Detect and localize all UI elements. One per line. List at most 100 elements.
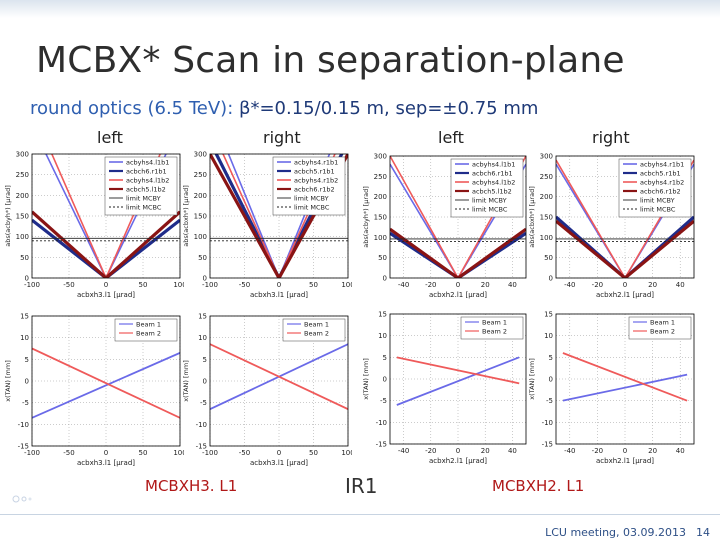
legend-entry: acbch6.r1b2	[294, 186, 335, 194]
legend-entry: Beam 1	[650, 319, 675, 327]
y-tick-label: 5	[203, 356, 207, 364]
series-line-beam-1	[396, 356, 520, 406]
y-tick-label: 5	[25, 356, 29, 364]
legend-entry: acbch5.l1b2	[126, 186, 166, 194]
x-tick-label: 20	[648, 447, 657, 455]
y-tick-label: 250	[374, 173, 387, 181]
legend-entry: acbyhs4.l1b1	[126, 159, 169, 167]
side-label-right-1: right	[263, 128, 301, 147]
legend-entry: acbyhs4.l1b2	[126, 177, 169, 185]
y-tick-label: 0	[203, 378, 207, 386]
x-tick-label: 0	[623, 281, 627, 289]
y-tick-label: 300	[540, 153, 553, 161]
magnet-label-mcbxh3: MCBXH3. L1	[145, 477, 238, 495]
x-tick-label: -100	[202, 281, 218, 289]
series-line-acbch5-l1b2	[32, 210, 180, 278]
x-tick-label: 40	[676, 281, 685, 289]
series-line-beam-1	[562, 373, 688, 402]
x-tick-label: -40	[398, 281, 409, 289]
y-axis-label: abs(acbyh*) [µrad]	[4, 185, 12, 247]
y-tick-label: -15	[376, 441, 387, 449]
top-banner	[0, 0, 720, 18]
legend-box	[618, 158, 692, 218]
plot-frame	[31, 153, 181, 279]
x-tick-label: 20	[648, 281, 657, 289]
y-axis-label: abs(acbxh*) [µrad]	[528, 186, 536, 248]
series-line-acbch6-r1b2	[556, 219, 694, 278]
y-tick-label: -10	[542, 419, 553, 427]
plot-frame	[555, 155, 695, 279]
plot-frame	[389, 155, 527, 279]
x-tick-label: 0	[104, 449, 108, 457]
legend-entry: acbyhs4.r1b2	[640, 179, 684, 187]
x-axis-label: acbxh3.l1 [µrad]	[250, 459, 308, 467]
x-tick-label: 50	[309, 281, 318, 289]
footer: LCU meeting, 03.09.2013 14	[535, 526, 710, 539]
y-axis-label: abs(acbxh*) [µrad]	[182, 185, 190, 247]
y-tick-label: 150	[16, 213, 29, 221]
legend-entry: acbyhs4.r1b2	[294, 177, 338, 185]
x-tick-label: 100	[341, 449, 352, 457]
ir-label: IR1	[345, 474, 378, 498]
y-axis-label: x(TAN) [mm]	[362, 358, 370, 400]
y-tick-label: 100	[194, 233, 207, 241]
y-tick-label: -10	[18, 421, 29, 429]
y-tick-label: 10	[198, 334, 207, 342]
series-line-acbch6-r1b1	[390, 231, 526, 278]
legend-entry: acbch6.r1b2	[640, 188, 681, 196]
y-axis-label: abs(acbyh*) [µrad]	[362, 186, 370, 248]
y-tick-label: 150	[374, 214, 387, 222]
x-tick-label: -40	[564, 281, 575, 289]
legend-entry: acbch5.r1b1	[294, 168, 335, 176]
legend-entry: acbch6.r1b1	[126, 168, 167, 176]
y-tick-label: -5	[22, 399, 29, 407]
y-axis-label: x(TAN) [mm]	[528, 358, 536, 400]
x-tick-label: -100	[24, 449, 40, 457]
x-tick-label: 0	[456, 447, 460, 455]
x-tick-label: -50	[239, 449, 250, 457]
x-tick-label: 100	[173, 449, 184, 457]
x-tick-label: 100	[173, 281, 184, 289]
x-tick-label: 0	[456, 281, 460, 289]
series-line-acbch5-l1b2	[390, 227, 526, 278]
x-tick-label: 100	[341, 281, 352, 289]
y-tick-label: 0	[549, 275, 553, 283]
subtitle-rest: β*=0.15/0.15 m, sep=±0.75 mm	[238, 98, 539, 119]
x-tick-label: 40	[508, 281, 517, 289]
legend-entry: acbch6.r1b1	[472, 170, 513, 178]
y-tick-label: 0	[383, 376, 387, 384]
x-tick-label: 0	[104, 281, 108, 289]
x-tick-label: -40	[564, 447, 575, 455]
x-tick-label: -100	[24, 281, 40, 289]
y-tick-label: 10	[20, 334, 29, 342]
y-tick-label: -15	[542, 441, 553, 449]
y-tick-label: 300	[374, 153, 387, 161]
legend-entry: acbyhs4.l1b1	[472, 161, 515, 169]
y-tick-label: 150	[194, 213, 207, 221]
y-tick-label: 0	[383, 275, 387, 283]
y-axis-label: x(TAN) [mm]	[182, 360, 190, 402]
y-tick-label: 5	[549, 354, 553, 362]
y-tick-label: 300	[16, 151, 29, 159]
y-tick-label: 15	[378, 311, 387, 319]
series-line-beam-2	[396, 356, 520, 385]
plot-frame	[209, 315, 349, 447]
plot-frame	[209, 153, 349, 279]
series-line-beam-1	[32, 352, 180, 419]
legend-entry: Beam 1	[304, 321, 329, 329]
x-tick-label: -50	[63, 449, 74, 457]
y-tick-label: 250	[540, 173, 553, 181]
x-axis-label: acbxh2.l1 [µrad]	[596, 457, 654, 465]
y-tick-label: 250	[194, 171, 207, 179]
x-axis-label: acbxh3.l1 [µrad]	[77, 459, 135, 467]
y-tick-label: 5	[383, 354, 387, 362]
x-tick-label: -100	[202, 449, 218, 457]
y-tick-label: 200	[16, 192, 29, 200]
x-tick-label: -20	[425, 281, 436, 289]
y-tick-label: 0	[25, 275, 29, 283]
x-tick-label: 50	[309, 449, 318, 457]
y-tick-label: 50	[198, 254, 207, 262]
x-axis-label: acbxh2.l1 [µrad]	[429, 291, 487, 299]
plot-frame	[555, 313, 695, 445]
